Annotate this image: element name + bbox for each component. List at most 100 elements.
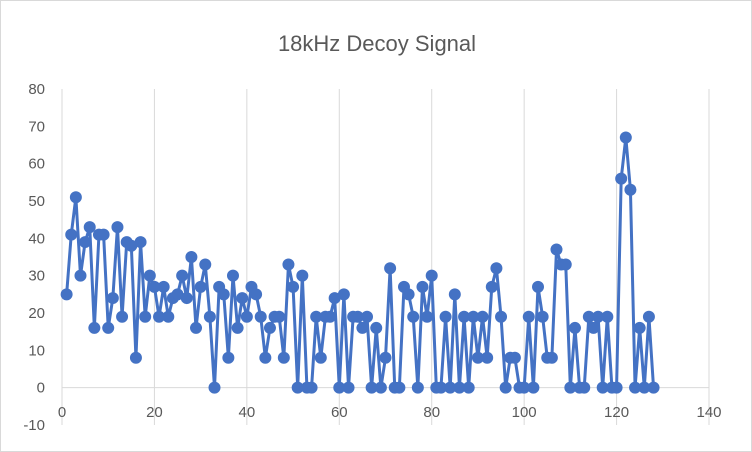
data-point: [379, 351, 392, 364]
data-point: [194, 280, 207, 293]
data-point: [647, 381, 660, 394]
data-point: [277, 351, 290, 364]
data-point: [508, 351, 521, 364]
data-point: [273, 310, 286, 323]
data-point: [305, 381, 318, 394]
data-point: [522, 310, 535, 323]
data-point: [393, 381, 406, 394]
x-tick-label: 40: [239, 404, 256, 421]
data-point: [337, 288, 350, 301]
data-point: [97, 228, 110, 241]
data-series: [60, 131, 660, 394]
chart-title: 18kHz Decoy Signal: [278, 31, 476, 56]
y-tick-label: 80: [28, 81, 45, 98]
data-point: [633, 321, 646, 334]
data-point: [342, 381, 355, 394]
data-point: [421, 310, 434, 323]
data-point: [361, 310, 374, 323]
x-tick-label: 80: [423, 404, 440, 421]
x-tick-label: 120: [604, 404, 629, 421]
data-point: [240, 310, 253, 323]
data-point: [134, 236, 147, 249]
data-point: [79, 236, 92, 249]
data-point: [615, 172, 628, 185]
data-point: [180, 292, 193, 305]
y-tick-label: 40: [28, 230, 45, 247]
data-point: [106, 292, 119, 305]
y-tick-label: 50: [28, 193, 45, 210]
data-point: [296, 269, 309, 282]
data-point: [69, 191, 82, 204]
y-tick-label: 10: [28, 342, 45, 359]
data-point: [587, 321, 600, 334]
data-point: [222, 351, 235, 364]
data-point: [624, 183, 637, 196]
data-point: [259, 351, 272, 364]
data-point: [416, 280, 429, 293]
x-tick-label: 0: [58, 404, 66, 421]
y-tick-label: 20: [28, 305, 45, 322]
data-point: [111, 221, 124, 234]
data-point: [143, 269, 156, 282]
data-point: [157, 280, 170, 293]
data-point: [199, 258, 212, 271]
data-point: [263, 321, 276, 334]
data-point: [550, 243, 563, 256]
data-point: [448, 288, 461, 301]
data-point: [139, 310, 152, 323]
data-point: [402, 288, 415, 301]
data-point: [65, 228, 78, 241]
data-point: [74, 269, 87, 282]
data-point: [250, 288, 263, 301]
data-point: [356, 321, 369, 334]
data-point: [314, 351, 327, 364]
data-point: [190, 321, 203, 334]
gridlines: [153, 89, 710, 425]
data-point: [324, 310, 337, 323]
data-point: [490, 262, 503, 275]
data-point: [610, 381, 623, 394]
data-point: [185, 251, 198, 263]
y-tick-label: 30: [28, 268, 45, 285]
data-point: [568, 321, 581, 334]
y-tick-label: 70: [28, 118, 45, 135]
data-point: [411, 381, 424, 394]
data-point: [88, 321, 101, 334]
data-point: [83, 221, 96, 234]
data-point: [527, 381, 540, 394]
data-point: [559, 258, 572, 271]
data-point: [384, 262, 397, 275]
data-point: [231, 321, 244, 334]
y-tick-label: 0: [37, 380, 45, 397]
data-point: [203, 310, 216, 323]
x-tick-label: 100: [512, 404, 537, 421]
data-point: [60, 288, 73, 301]
data-point: [282, 258, 295, 271]
data-point: [129, 351, 142, 364]
data-point: [370, 321, 383, 334]
data-point: [374, 381, 387, 394]
data-point: [162, 310, 175, 323]
data-point: [226, 269, 239, 282]
data-point: [102, 321, 115, 334]
data-point: [578, 381, 591, 394]
data-point: [481, 351, 494, 364]
y-tick-label: -10: [23, 417, 45, 434]
x-tick-label: 140: [696, 404, 721, 421]
data-point: [619, 131, 632, 144]
x-tick-label: 60: [331, 404, 348, 421]
data-point: [254, 310, 267, 323]
data-point: [217, 288, 230, 301]
data-point: [485, 280, 498, 293]
tick-labels: 0 20 40 60 80 100 120 140 -10 0 10 20 30 40 50 60 70 80: [23, 81, 721, 434]
data-point: [407, 310, 420, 323]
x-tick-label: 20: [146, 404, 163, 421]
data-point: [176, 269, 189, 282]
data-point: [208, 381, 221, 394]
data-point: [116, 310, 129, 323]
data-point: [545, 351, 558, 364]
y-tick-label: 60: [28, 156, 45, 173]
data-point: [495, 310, 508, 323]
